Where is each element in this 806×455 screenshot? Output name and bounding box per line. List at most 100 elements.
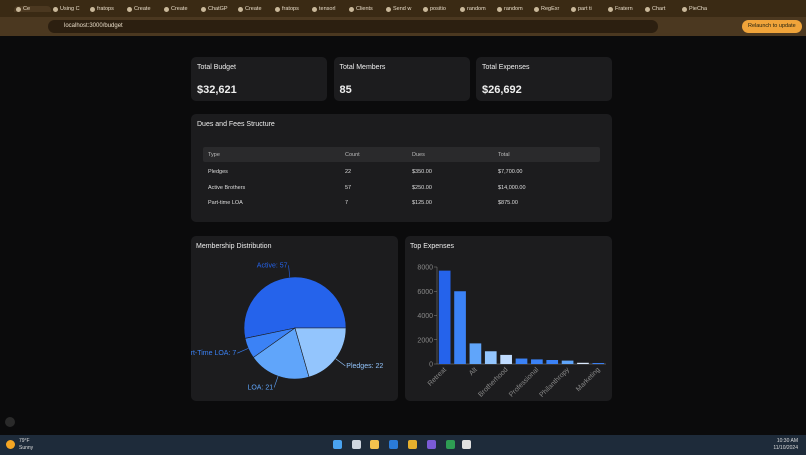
chart-title: Membership Distribution [196, 243, 272, 250]
table-cell: 7 [345, 200, 349, 206]
table-cell: $125.00 [412, 200, 432, 206]
slice-label: LOA: 21 [247, 384, 273, 391]
summary-card: Total Budget $32,621 [191, 57, 327, 101]
tab[interactable]: positio [421, 6, 458, 12]
app-icon[interactable] [462, 440, 471, 449]
dues-card: Dues and Fees Structure Type Count Dues Tot… [191, 114, 612, 222]
tab[interactable]: random [458, 6, 495, 12]
bar [577, 362, 589, 364]
table-cell: $250.00 [412, 184, 432, 191]
bar [454, 291, 466, 364]
tab[interactable]: Create [236, 6, 273, 12]
table-cell: Active Brothers [208, 184, 246, 191]
slice-label: Pledges: 22 [346, 363, 383, 370]
x-tick-label: Marketing [575, 366, 602, 393]
bar [592, 363, 605, 364]
tab[interactable]: Send w [384, 6, 421, 12]
tab[interactable]: Clients [347, 6, 384, 12]
bar [438, 270, 451, 364]
clock-time: 10:30 AM [776, 438, 798, 444]
tab[interactable]: fratops [88, 6, 125, 12]
app-icon[interactable] [408, 440, 417, 449]
tab[interactable]: Ce [14, 5, 51, 12]
table-cell: 57 [345, 184, 352, 191]
y-tick-label: 0 [429, 362, 433, 369]
bar [515, 358, 528, 364]
corner-icon[interactable] [5, 417, 15, 427]
table-cell: $350.00 [412, 169, 432, 175]
card-value: 85 [339, 84, 352, 96]
tab[interactable]: Create [162, 6, 199, 12]
column-header: Type [208, 152, 220, 158]
bar [546, 359, 559, 364]
app-icon[interactable] [389, 440, 398, 449]
tab[interactable]: random [495, 6, 532, 12]
summary-card: Total Members 85 [333, 57, 470, 101]
address-bar: localhost:3000/budget Relaunch to update [0, 17, 806, 36]
tab[interactable]: Using C [51, 6, 88, 12]
table-cell: 22 [345, 169, 352, 175]
card-label: Total Budget [197, 64, 236, 71]
x-tick-label: Brotherhood [477, 366, 509, 398]
url-field[interactable]: localhost:3000/budget [48, 20, 658, 33]
table-title: Dues and Fees Structure [197, 121, 275, 128]
card-value: $32,621 [197, 84, 237, 96]
pie-chart: Membership Distribution Active: 57 rt-Time… [191, 243, 384, 391]
tab[interactable]: Create [125, 6, 162, 12]
app-icon[interactable] [427, 440, 436, 449]
update-button[interactable]: Relaunch to update [742, 20, 802, 33]
taskbar: 79°F Sunny 10:30 AM 11/10/2024 [0, 435, 806, 455]
bar [500, 354, 512, 364]
weather-icon [6, 440, 15, 449]
tab[interactable]: RegExr [532, 6, 569, 12]
y-tick-label: 6000 [417, 289, 433, 296]
chart-title: Top Expenses [410, 243, 454, 250]
slice-label: Active: 57 [257, 262, 288, 269]
start-icon[interactable] [333, 440, 342, 449]
y-tick-label: 4000 [417, 313, 433, 320]
summary-card: Total Expenses $26,692 [476, 57, 612, 101]
temperature: 79°F [19, 438, 30, 444]
x-tick-label: Professional [508, 366, 541, 399]
tab[interactable]: part ti [569, 6, 606, 12]
label-leader [288, 265, 291, 278]
tab[interactable]: Fratern [606, 6, 643, 12]
pie-card: Membership Distribution Active: 57 rt-Time… [191, 236, 398, 401]
weather: Sunny [19, 445, 34, 451]
table-cell: $875.00 [498, 200, 518, 206]
pie-slice [252, 327, 310, 380]
label-leader [273, 376, 279, 388]
tab[interactable]: ChatGP [199, 6, 236, 12]
table-cell: Part-time LOA [208, 200, 243, 206]
x-tick-label: Retreat [427, 366, 448, 387]
bar-chart: Top Expenses 0 2000 4000 6000 8000 Retreat AltB… [410, 243, 606, 399]
app-icon[interactable] [352, 440, 361, 449]
clock-date: 11/10/2024 [773, 445, 798, 451]
slice-label: rt-Time LOA: 7 [191, 350, 236, 357]
column-header: Total [498, 152, 510, 158]
x-tick-label: Philanthropy [539, 366, 572, 399]
app-icon[interactable] [370, 440, 379, 449]
app-icon[interactable] [446, 440, 455, 449]
card-label: Total Members [339, 64, 386, 71]
bar [561, 360, 574, 364]
y-tick-label: 2000 [417, 337, 433, 344]
table-header [203, 147, 600, 162]
table-cell: Pledges [208, 169, 228, 175]
tab[interactable]: tensorl [310, 6, 347, 12]
tab[interactable]: Chart [643, 6, 680, 12]
tab[interactable]: fratops [273, 6, 310, 12]
bar [484, 351, 497, 364]
label-leader [237, 348, 249, 354]
card-label: Total Expenses [482, 64, 530, 71]
x-tick-label: Alt [468, 366, 479, 377]
card-value: $26,692 [482, 84, 522, 96]
y-tick-label: 8000 [417, 265, 433, 272]
bar [469, 343, 482, 364]
tab[interactable]: PieCha [680, 6, 717, 12]
table-cell: $14,000.00 [498, 184, 526, 191]
column-header: Dues [412, 152, 425, 158]
bar-card: Top Expenses 0 2000 4000 6000 8000 Retreat Alt B… [405, 236, 612, 401]
